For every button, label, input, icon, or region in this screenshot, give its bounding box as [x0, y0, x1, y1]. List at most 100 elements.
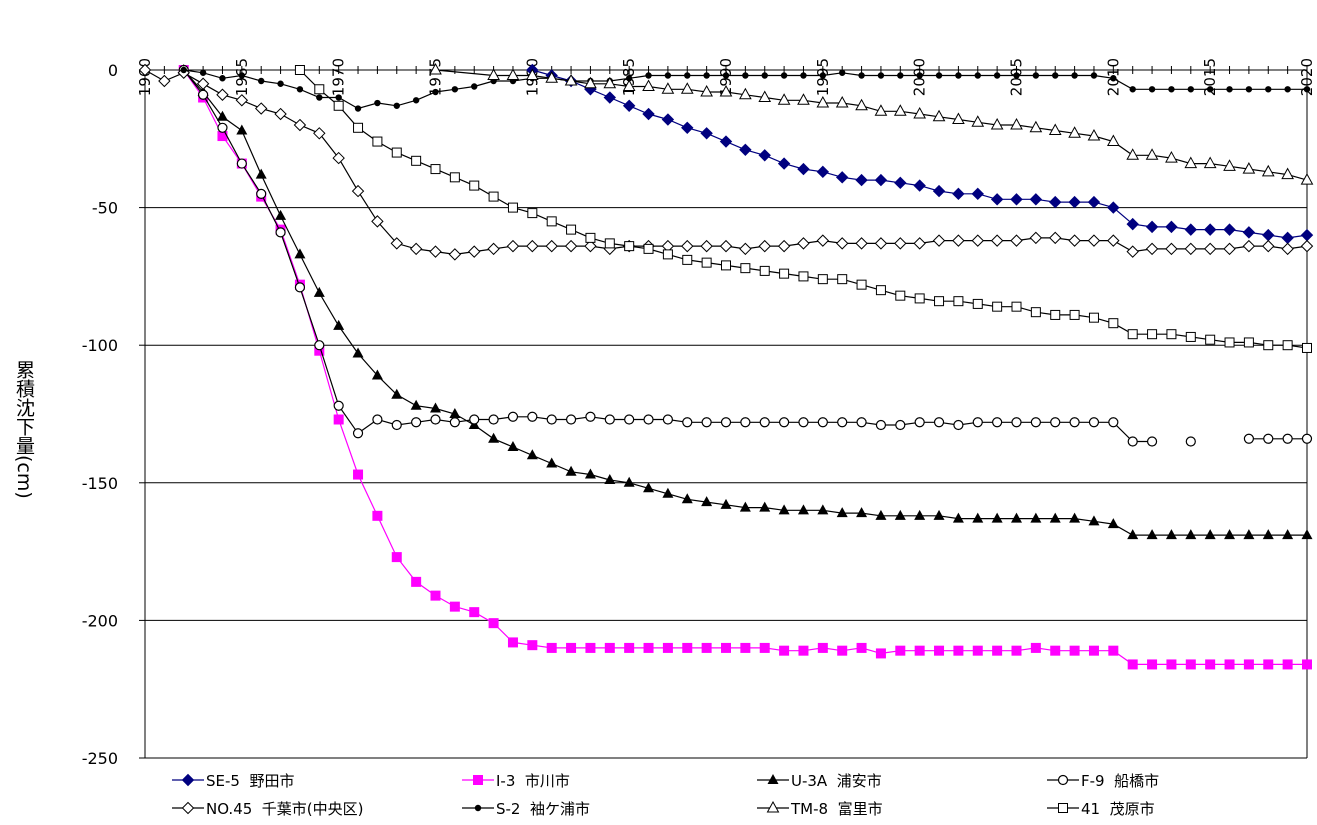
data-point [935, 72, 943, 79]
data-point [1048, 123, 1062, 136]
legend-label: SE-5 野田市 [206, 771, 295, 790]
data-point [1301, 433, 1313, 444]
data-point [236, 158, 247, 169]
data-point [622, 99, 636, 112]
legend-marker [767, 774, 779, 784]
data-point [740, 642, 751, 653]
data-point [584, 468, 596, 479]
data-point [333, 414, 344, 425]
data-point [932, 109, 946, 122]
data-point [238, 72, 246, 79]
data-point [1126, 245, 1139, 258]
data-point [816, 95, 830, 108]
data-point [720, 498, 732, 509]
data-point [897, 72, 904, 79]
data-point [703, 72, 710, 79]
data-point [1147, 659, 1158, 670]
data-point [546, 414, 557, 425]
data-point [992, 301, 1003, 312]
data-point [971, 187, 984, 201]
data-point [875, 509, 887, 520]
data-point [1146, 436, 1158, 447]
data-point [430, 590, 441, 601]
data-point [354, 105, 362, 112]
data-point [933, 509, 945, 520]
series-3 [178, 64, 1313, 447]
data-point [1243, 659, 1254, 670]
data-point [990, 193, 1004, 206]
data-point [952, 512, 964, 523]
data-point [719, 135, 733, 148]
data-point [430, 164, 441, 175]
data-point [1302, 659, 1312, 670]
data-point [1203, 156, 1217, 169]
data-point [1030, 642, 1041, 653]
data-point [449, 601, 460, 612]
data-point [1108, 318, 1119, 329]
data-point [488, 618, 499, 629]
data-point [914, 417, 925, 428]
data-point [313, 127, 326, 140]
data-point [1223, 223, 1236, 236]
data-point [701, 642, 712, 653]
data-point [372, 510, 383, 521]
data-point [1068, 195, 1081, 209]
legend-marker [766, 801, 780, 813]
series-line [183, 69, 1307, 536]
data-point [855, 98, 868, 111]
data-point [219, 75, 226, 82]
legend-item: I-3 市川市 [460, 768, 570, 792]
data-point [837, 417, 848, 428]
x-tick-label: 1975 [427, 58, 445, 96]
data-point [875, 419, 887, 431]
data-point [409, 242, 423, 256]
data-point [1050, 417, 1061, 428]
data-point [1262, 529, 1274, 540]
data-point [138, 63, 152, 77]
data-point [314, 340, 325, 351]
data-point [488, 432, 500, 443]
series-line [299, 69, 1308, 349]
data-point [993, 72, 1001, 79]
data-point [877, 72, 885, 79]
data-point [469, 414, 480, 425]
data-point [1165, 220, 1178, 234]
data-point [294, 282, 306, 293]
data-point [761, 72, 768, 79]
data-point [837, 274, 848, 285]
data-point [1010, 234, 1023, 247]
data-point [662, 414, 674, 425]
data-point [740, 263, 751, 274]
data-point [662, 249, 673, 260]
data-point [488, 414, 499, 425]
data-point [604, 642, 615, 653]
data-point [778, 504, 790, 515]
data-point [721, 642, 731, 653]
data-point [294, 65, 305, 75]
data-point [1166, 329, 1177, 340]
data-point [858, 72, 865, 79]
data-point [643, 243, 654, 254]
data-point [1282, 433, 1293, 444]
data-point [855, 237, 868, 250]
data-point [469, 180, 480, 191]
data-point [294, 248, 306, 259]
data-point [1049, 512, 1061, 523]
data-point [856, 279, 867, 290]
data-point [625, 75, 633, 82]
gridlines [145, 69, 1307, 759]
data-point [1165, 529, 1177, 540]
data-point [1129, 86, 1136, 93]
data-point [314, 345, 325, 356]
data-point [971, 115, 985, 127]
data-point [739, 242, 752, 256]
data-point [972, 298, 983, 309]
y-tick-label: -250 [82, 749, 118, 768]
data-point [351, 184, 365, 198]
data-point [990, 118, 1004, 130]
data-point [819, 72, 827, 79]
data-point [1146, 529, 1158, 540]
data-point [720, 417, 732, 428]
data-point [352, 347, 364, 358]
